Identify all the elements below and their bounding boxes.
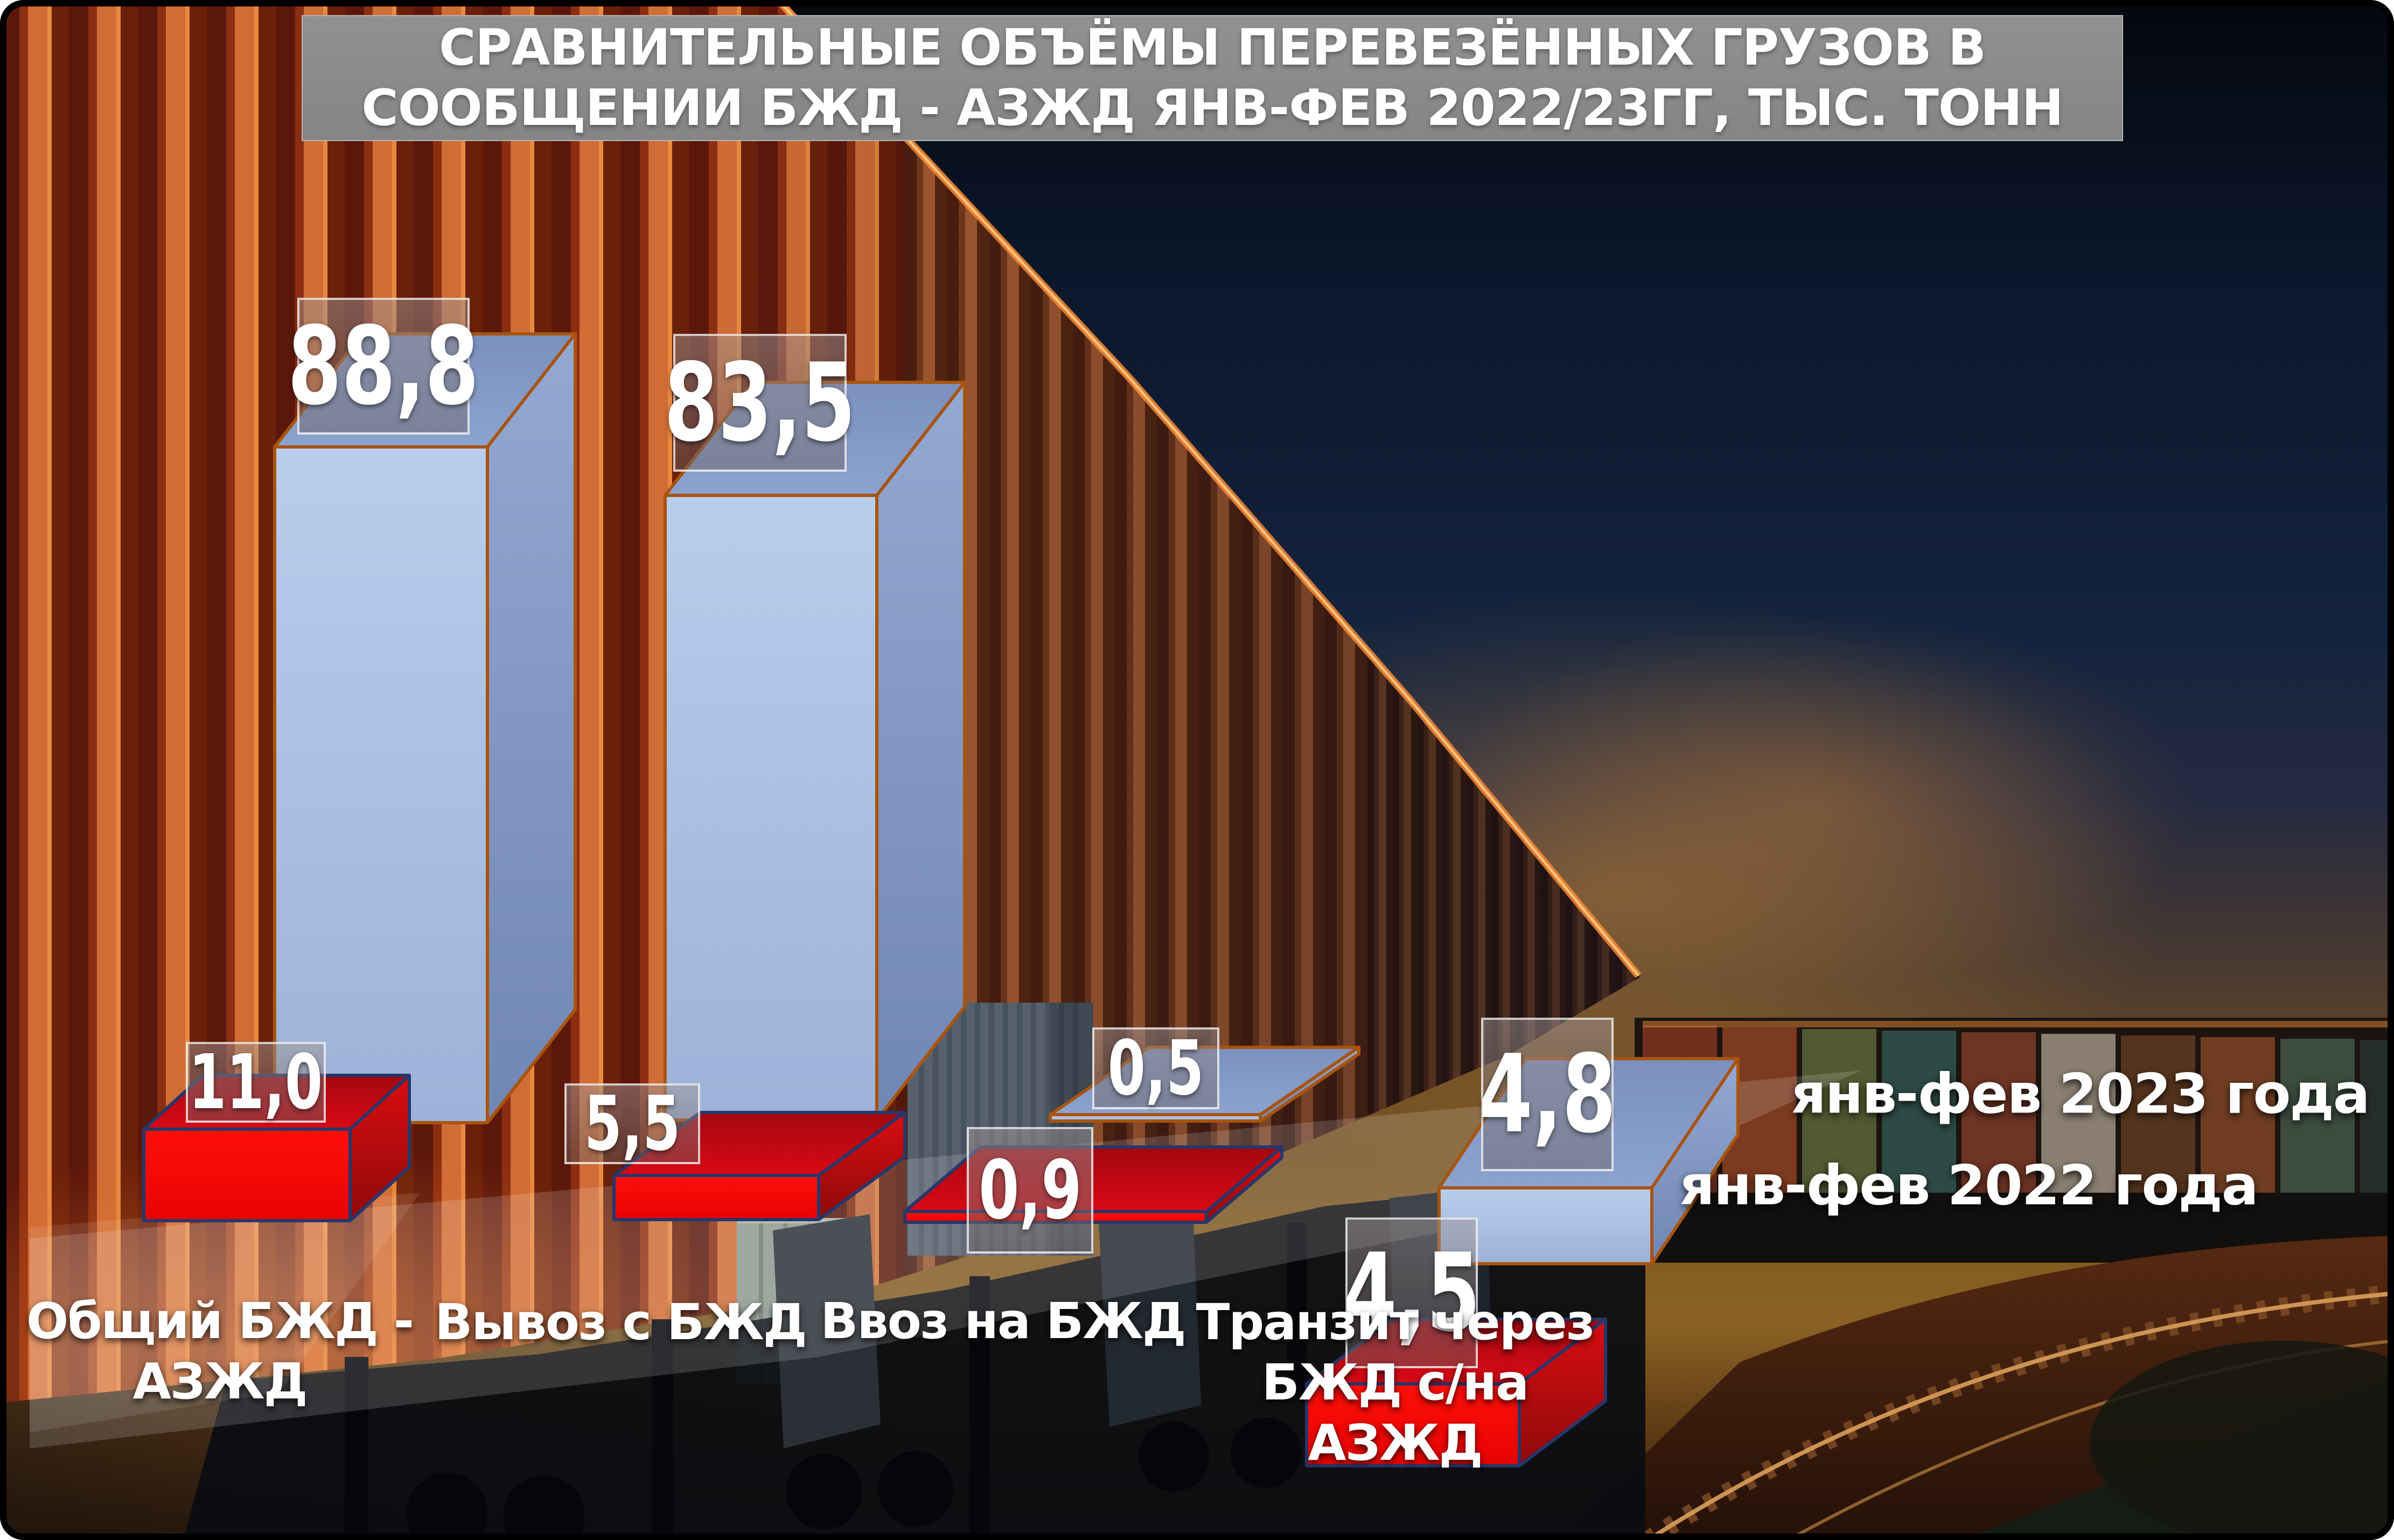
category-label-import: Ввоз на БЖД	[820, 1292, 1186, 1350]
legend-item-2023: янв-фев 2023 года	[1791, 1062, 2370, 1126]
category-label-total: Общий БЖД - АЗЖД	[26, 1292, 414, 1411]
value-label-text: 88,8	[288, 303, 479, 429]
railway-track	[1557, 1236, 2394, 1540]
value-label-text: 5,5	[584, 1080, 681, 1168]
value-label-text: 11,0	[189, 1038, 323, 1126]
category-label-export: Вывоз с БЖД	[435, 1293, 807, 1351]
value-label-2022-0: 11,0	[186, 1038, 326, 1126]
value-label-text: 0,9	[978, 1143, 1082, 1237]
floor-sheen	[30, 1070, 1861, 1448]
floor-sheen-bright	[30, 1193, 420, 1432]
wall-rim-light	[779, 2, 1642, 978]
right-container-row	[1635, 1018, 2394, 1263]
value-label-text: 4,5	[1343, 1230, 1481, 1356]
bar-2023-0-side	[486, 332, 577, 1124]
value-label-2023-2: 0,5	[1092, 1024, 1219, 1112]
value-label-2023-1: 83,5	[664, 334, 856, 472]
value-label-2022-2: 0,9	[967, 1127, 1093, 1254]
value-label-2023-0: 88,8	[288, 298, 479, 435]
value-label-text: 83,5	[664, 340, 856, 466]
bar-2023-0-front	[273, 445, 489, 1124]
bar-2023-1-front	[664, 494, 878, 1122]
bar-2022-0-front	[142, 1128, 352, 1222]
value-label-2022-3: 4,5	[1343, 1217, 1481, 1368]
legend-item-2022: янв-фев 2022 года	[1679, 1153, 2258, 1218]
category-label-transit: Транзит через БЖД с/на АЗЖД	[1196, 1293, 1595, 1472]
bar-2023-2-front	[1049, 1113, 1262, 1123]
value-label-2022-1: 5,5	[564, 1080, 700, 1168]
chart-title: СРАВНИТЕЛЬНЫЕ ОБЪЁМЫ ПЕРЕВЕЗЁННЫХ ГРУЗОВ…	[302, 15, 2123, 141]
bar-2023-1-side	[875, 381, 966, 1122]
value-label-2023-3: 4,8	[1478, 1018, 1616, 1171]
bar-2022-1-front	[612, 1174, 820, 1221]
bar-2022-3-front	[1305, 1382, 1521, 1467]
value-label-text: 0,5	[1107, 1024, 1204, 1112]
value-label-text: 4,8	[1478, 1032, 1616, 1157]
